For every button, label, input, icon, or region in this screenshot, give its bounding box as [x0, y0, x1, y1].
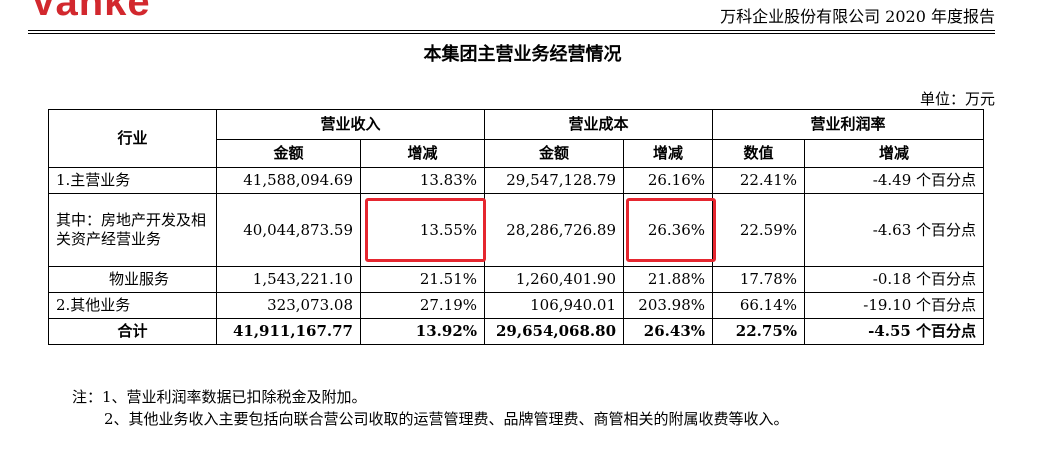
margin-change: -4.63 个百分点 — [804, 193, 985, 267]
vanke-logo: Vanke — [30, 0, 151, 24]
cost-amount: 29,654,068.80 — [484, 318, 625, 345]
highlight-box — [365, 198, 487, 262]
revenue-change: 13.92% — [359, 318, 486, 345]
header-rule — [28, 30, 995, 34]
revenue-amount: 41,911,167.77 — [216, 318, 361, 345]
footnote-1: 注：1、营业利润率数据已扣除税金及附加。 — [72, 388, 367, 406]
revenue-amount: 41,588,094.69 — [216, 167, 361, 194]
cost-amount: 28,286,726.89 — [484, 193, 625, 267]
row-label: 2.其他业务 — [48, 292, 217, 319]
cost-amount: 106,940.01 — [484, 292, 625, 319]
row-label: 合计 — [48, 318, 217, 345]
cost-change: 26.43% — [623, 318, 714, 345]
highlight-box — [626, 198, 717, 262]
cost-change: 203.98% — [623, 292, 714, 319]
margin-value: 17.78% — [712, 266, 806, 293]
margin-change: -0.18 个百分点 — [804, 266, 985, 293]
table-title: 本集团主营业务经营情况 — [423, 44, 622, 65]
header-rev-change: 增减 — [359, 139, 486, 168]
table-row: 其中：房地产开发及相关资产经营业务 40,044,873.59 13.55% 2… — [48, 193, 985, 267]
header-cost-amount: 金额 — [484, 139, 625, 168]
margin-value: 66.14% — [712, 292, 806, 319]
footnotes: 注：1、营业利润率数据已扣除税金及附加。 2、其他业务收入主要包括向联合营公司收… — [72, 386, 789, 430]
cost-change: 26.36% — [647, 220, 706, 239]
table-row: 物业服务 1,543,221.10 21.51% 1,260,401.90 21… — [48, 266, 985, 293]
margin-change: -4.49 个百分点 — [804, 167, 985, 194]
row-label: 其中：房地产开发及相关资产经营业务 — [48, 193, 217, 267]
total-row: 合计 41,911,167.77 13.92% 29,654,068.80 26… — [48, 318, 985, 345]
revenue-change: 27.19% — [359, 292, 486, 319]
report-title: 万科企业股份有限公司 2020 年度报告 — [720, 7, 995, 26]
header-cost-change: 增减 — [623, 139, 714, 168]
cost-change-highlighted: 26.36% — [623, 193, 717, 267]
revenue-amount: 323,073.08 — [216, 292, 361, 319]
cost-change: 26.16% — [623, 167, 714, 194]
header-margin: 营业利润率 — [712, 109, 985, 140]
business-table: 行业 营业收入 营业成本 营业利润率 金额 增减 金额 增减 数值 增减 1.主… — [48, 109, 985, 345]
margin-value: 22.59% — [712, 193, 806, 267]
footnote-2: 2、其他业务收入主要包括向联合营公司收取的运营管理费、品牌管理费、商管相关的附属… — [104, 410, 789, 428]
revenue-change: 13.83% — [359, 167, 486, 194]
header-revenue: 营业收入 — [215, 109, 486, 140]
cost-change: 21.88% — [623, 266, 714, 293]
cost-amount: 1,260,401.90 — [484, 266, 625, 293]
header-margin-change: 增减 — [804, 139, 985, 168]
table-row: 2.其他业务 323,073.08 27.19% 106,940.01 203.… — [48, 292, 985, 319]
row-label: 1.主营业务 — [48, 167, 217, 194]
table-row: 1.主营业务 41,588,094.69 13.83% 29,547,128.7… — [48, 167, 985, 194]
revenue-amount: 40,044,873.59 — [216, 193, 361, 267]
margin-change: -19.10 个百分点 — [804, 292, 985, 319]
revenue-change-highlighted: 13.55% — [359, 193, 487, 267]
margin-change: -4.55 个百分点 — [804, 318, 985, 345]
header-cost: 营业成本 — [484, 109, 714, 140]
row-label: 物业服务 — [48, 266, 217, 293]
revenue-change: 21.51% — [359, 266, 486, 293]
header-industry: 行业 — [48, 109, 217, 168]
cost-amount: 29,547,128.79 — [484, 167, 625, 194]
header-rev-amount: 金额 — [216, 139, 361, 168]
header-row-2: 金额 增减 金额 增减 数值 增减 — [49, 139, 985, 168]
margin-value: 22.41% — [712, 167, 806, 194]
header-row-1: 行业 营业收入 营业成本 营业利润率 — [48, 109, 985, 168]
revenue-amount: 1,543,221.10 — [216, 266, 361, 293]
unit-label: 单位：万元 — [919, 90, 995, 108]
header-margin-value: 数值 — [712, 139, 806, 168]
margin-value: 22.75% — [712, 318, 806, 345]
revenue-change: 13.55% — [419, 220, 478, 239]
